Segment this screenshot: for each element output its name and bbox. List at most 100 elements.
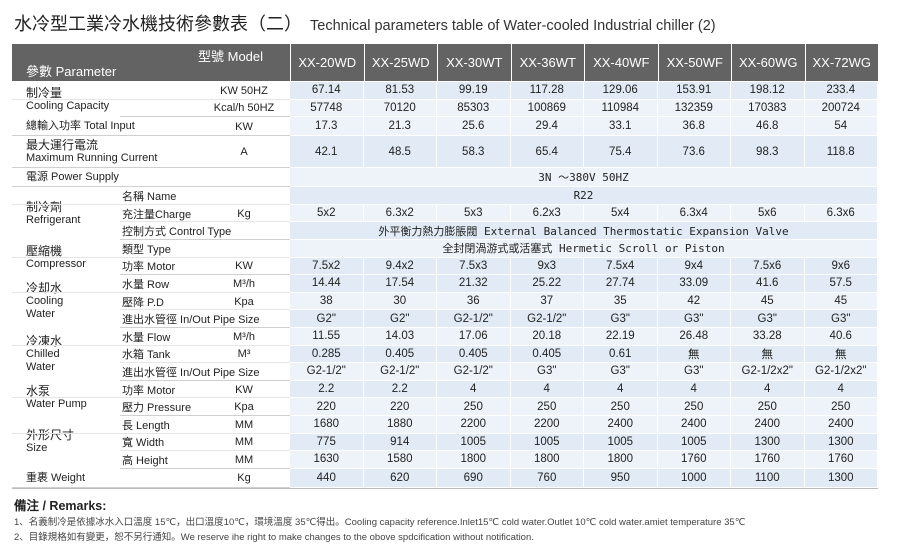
value-cell: 117.28 — [510, 82, 584, 100]
value-cell: 9.4x2 — [363, 257, 437, 276]
row-unit: KW — [235, 120, 253, 133]
value-cell: 99.19 — [437, 82, 511, 100]
value-cell: 0.405 — [363, 345, 437, 364]
value-cell: 36 — [437, 292, 511, 311]
value-cell: 1300 — [804, 433, 878, 452]
value-cell: 81.53 — [363, 82, 437, 100]
header-model-label: 型號 Model — [198, 48, 264, 64]
value-cell: G3" — [584, 310, 658, 328]
group-label: 電源 Power Supply — [26, 168, 119, 187]
value-cell: 33.1 — [584, 117, 658, 137]
row-line — [120, 221, 290, 223]
row-unit: Kg — [237, 472, 251, 485]
group-label-line: Water — [26, 308, 55, 321]
span-cell: R22 — [290, 187, 878, 205]
value-cell: 36.8 — [657, 117, 731, 137]
row-item: 長 Length — [122, 419, 170, 432]
row-line — [12, 486, 290, 488]
value-cell: 38 — [290, 292, 364, 311]
value-cell: 1760 — [804, 451, 878, 469]
row-line — [120, 450, 290, 452]
row-line — [12, 167, 290, 169]
model-header: XX-40WF — [584, 44, 658, 81]
value-cell: 250 — [657, 398, 731, 416]
remarks-title: 備注 / Remarks: — [14, 499, 107, 513]
row-unit: KW 50HZ — [220, 84, 268, 97]
group-label: 總輸入功率 Total Input — [26, 117, 135, 136]
value-cell: 37 — [510, 292, 584, 311]
title-zh: 水冷型工業冷水機技術參數表（二） — [14, 14, 302, 34]
row-unit: A — [240, 146, 248, 159]
value-cell: G2-1/2" — [510, 310, 584, 328]
value-cell: 1880 — [363, 416, 437, 434]
value-cell: 0.405 — [510, 345, 584, 364]
group-label-line: Chilled — [26, 347, 60, 360]
model-header: XX-60WG — [731, 44, 805, 81]
value-cell: 98.3 — [731, 136, 805, 169]
value-cell: 25.22 — [510, 275, 584, 293]
value-cell: G2-1/2" — [290, 363, 364, 381]
value-cell: 1800 — [510, 451, 584, 469]
value-cell: G2-1/2x2" — [731, 363, 805, 381]
row-item: 水箱 Tank — [122, 349, 171, 362]
row-line — [12, 135, 290, 137]
value-cell: 0.61 — [584, 345, 658, 364]
value-cell: 1100 — [731, 468, 805, 488]
group-label-main: 冷却水 — [26, 281, 63, 296]
value-cell: 5x4 — [584, 204, 658, 223]
row-item: 進出水管徑 In/Out Pipe Size — [122, 314, 260, 327]
row-line — [120, 239, 290, 240]
table-bottom — [12, 487, 878, 489]
value-cell: 25.6 — [437, 117, 511, 137]
value-cell: 1300 — [731, 433, 805, 452]
value-cell: 29.4 — [510, 117, 584, 137]
value-cell: 26.48 — [657, 328, 731, 346]
value-cell: 7.5x6 — [731, 257, 805, 276]
value-cell: 4 — [657, 380, 731, 399]
value-cell: 129.06 — [584, 82, 658, 100]
value-cell: 0.405 — [437, 345, 511, 364]
value-cell: 9x3 — [510, 257, 584, 276]
row-item: 功率 Motor — [122, 261, 176, 274]
value-cell: 1630 — [290, 451, 364, 469]
value-cell: 220 — [363, 398, 437, 416]
value-cell: 250 — [584, 398, 658, 416]
value-cell: 100869 — [510, 99, 584, 118]
value-cell: G3" — [657, 310, 731, 328]
group-label-main: 制冷劑 — [26, 199, 63, 214]
group-label: 制冷劑 Refrigerant — [26, 187, 80, 240]
value-cell: 1005 — [510, 433, 584, 452]
value-cell: 0.285 — [290, 345, 364, 364]
value-cell: 620 — [363, 468, 437, 488]
value-cell: 1005 — [437, 433, 511, 452]
value-cell: 22.19 — [584, 328, 658, 346]
value-cell: 58.3 — [437, 136, 511, 169]
value-cell: 2.2 — [290, 380, 364, 399]
value-cell: 45 — [804, 292, 878, 311]
value-cell: 85303 — [437, 99, 511, 118]
value-cell: 無 — [731, 345, 805, 364]
row-unit: Kcal/h 50HZ — [213, 102, 275, 115]
value-cell: G2" — [363, 310, 437, 328]
value-cell: 220 — [290, 398, 364, 416]
row-line — [12, 397, 290, 399]
group-label-line: Water Pump — [26, 398, 87, 411]
row-line — [12, 291, 290, 293]
value-cell: 33.09 — [657, 275, 731, 293]
remark-line: 1、名義制冷是依據冰水入口溫度 15℃，出口溫度10℃，環境溫度 35℃得出。C… — [14, 517, 746, 528]
value-cell: 198.12 — [731, 82, 805, 100]
value-cell: 7.5x4 — [584, 257, 658, 276]
value-cell: 2400 — [731, 416, 805, 434]
group-label: 水泵 Water Pump — [26, 381, 87, 416]
value-cell: 4 — [804, 380, 878, 399]
header-param-label: 參數 Parameter — [26, 63, 117, 79]
row-unit: Kpa — [234, 295, 254, 308]
value-cell: 1005 — [657, 433, 731, 452]
group-label-main: 冷凍水 — [26, 333, 63, 348]
value-cell: 33.28 — [731, 328, 805, 346]
value-cell: 2400 — [657, 416, 731, 434]
row-line — [120, 327, 290, 328]
row-item: 功率 Motor — [122, 384, 176, 397]
value-cell: 41.6 — [731, 275, 805, 293]
value-cell: 7.5x2 — [290, 257, 364, 276]
